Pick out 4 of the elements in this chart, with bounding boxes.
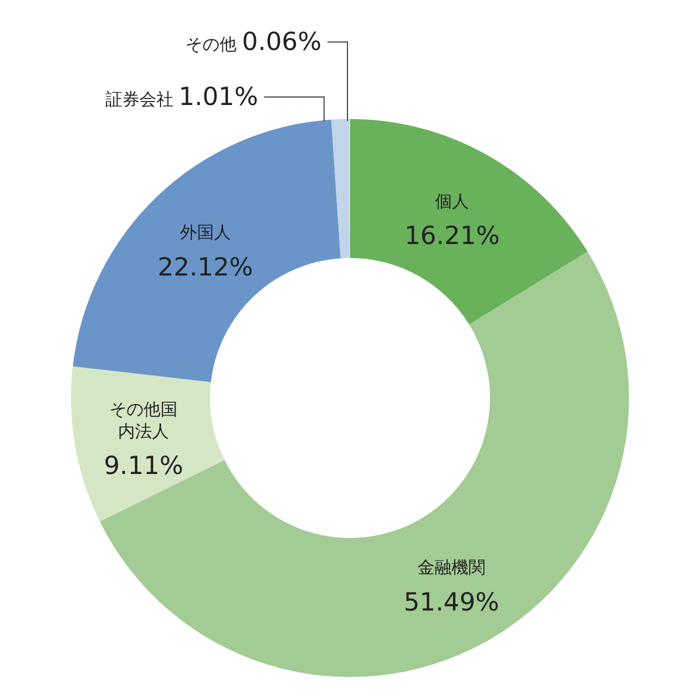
slice-label: その他: [186, 35, 242, 55]
slice-label: 証券会社: [105, 90, 179, 110]
data-label: 1.01%: [178, 82, 258, 111]
data-label: 0.06%: [242, 27, 322, 56]
